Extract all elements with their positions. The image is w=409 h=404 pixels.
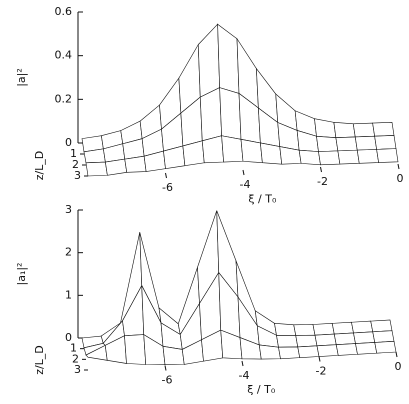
y-tick-label: 2 xyxy=(72,158,79,171)
surface-cell xyxy=(278,346,301,360)
surface-cell xyxy=(276,334,299,348)
surface-cell xyxy=(124,334,147,365)
y-tick-label: 3 xyxy=(74,169,81,182)
z-tick-label: 0 xyxy=(65,331,72,344)
surface-cell xyxy=(331,321,354,335)
z-axis-label: |a₁|² xyxy=(15,263,28,286)
x-tick-label: -2 xyxy=(316,365,327,378)
z-tick-label: 0.6 xyxy=(55,5,73,18)
z-tick-label: 0.2 xyxy=(55,92,73,105)
surface-cell xyxy=(333,332,356,346)
surface-cell xyxy=(333,122,356,139)
surface-cell xyxy=(316,135,339,152)
y-axis-label: z/L_D xyxy=(33,151,46,181)
z-tick-label: 0 xyxy=(65,136,72,149)
surface-cell xyxy=(240,138,263,164)
surface-cell xyxy=(260,142,283,165)
x-tick xyxy=(320,166,322,173)
surface-cell xyxy=(298,149,321,166)
surface-cell xyxy=(355,342,378,355)
z-tick-label: 2 xyxy=(65,246,72,259)
surface-cell xyxy=(335,136,358,152)
surface-cell xyxy=(295,334,318,348)
surface-cell xyxy=(197,23,220,98)
surface-cell xyxy=(374,341,397,354)
x-axis-label: ξ / T₀ xyxy=(248,192,277,205)
surface-cell xyxy=(199,87,222,142)
surface-cell xyxy=(372,330,395,343)
surface-cell xyxy=(376,148,399,163)
surface-cell xyxy=(85,161,108,177)
surface-cell xyxy=(352,122,375,138)
x-tick xyxy=(164,365,167,371)
x-tick-label: 0 xyxy=(397,172,404,185)
surface-cell xyxy=(312,323,335,336)
z-tick-label: 0.4 xyxy=(55,49,73,62)
surface-cell xyxy=(293,324,316,336)
y-tick-label: 3 xyxy=(74,363,81,376)
surface-cell xyxy=(370,319,393,333)
surface-cell xyxy=(297,345,320,358)
surface-cell xyxy=(217,23,240,94)
surface-cell xyxy=(219,87,242,140)
surface-cell xyxy=(316,344,339,357)
z-tick-label: 1 xyxy=(65,288,72,301)
z-tick-label: 3 xyxy=(65,203,72,216)
surface-cell xyxy=(314,118,337,139)
surface-cell xyxy=(354,135,377,151)
surface-cell xyxy=(124,155,147,173)
x-tick-label: -2 xyxy=(317,175,328,188)
surface-cell xyxy=(274,323,297,336)
y-tick-label: 1 xyxy=(70,147,77,160)
x-tick-label: -4 xyxy=(239,369,250,382)
surface-cell xyxy=(162,345,185,365)
surface-cell xyxy=(337,149,360,165)
x-tick-label: -6 xyxy=(162,181,173,194)
surface-cell xyxy=(201,135,224,164)
x-tick-label: -6 xyxy=(162,374,173,387)
y-tick-label: 1 xyxy=(70,342,77,355)
x-axis-label: ξ / T₀ xyxy=(247,383,276,396)
z-axis-label: |a|² xyxy=(15,68,28,87)
x-tick xyxy=(395,351,398,358)
x-tick xyxy=(241,360,244,367)
x-tick xyxy=(242,169,245,176)
surface-cell xyxy=(105,158,128,176)
surface-cell xyxy=(353,331,376,344)
surface-cell xyxy=(372,121,395,137)
x-tick-label: 0 xyxy=(395,360,402,373)
x-tick-label: -4 xyxy=(240,178,251,191)
surface-cell xyxy=(351,320,374,334)
x-tick xyxy=(318,356,321,362)
surface-cell xyxy=(258,344,281,360)
surface-cell xyxy=(221,135,244,163)
surface-cell xyxy=(374,135,397,150)
x-tick xyxy=(165,172,167,179)
y-tick-label: 2 xyxy=(72,352,79,365)
surface-cell xyxy=(356,149,379,164)
surface-cell xyxy=(314,333,337,347)
y-axis-label: z/L_D xyxy=(33,345,46,375)
surface-cell xyxy=(335,343,358,356)
surface-cell xyxy=(318,150,341,166)
x-tick xyxy=(397,163,400,170)
